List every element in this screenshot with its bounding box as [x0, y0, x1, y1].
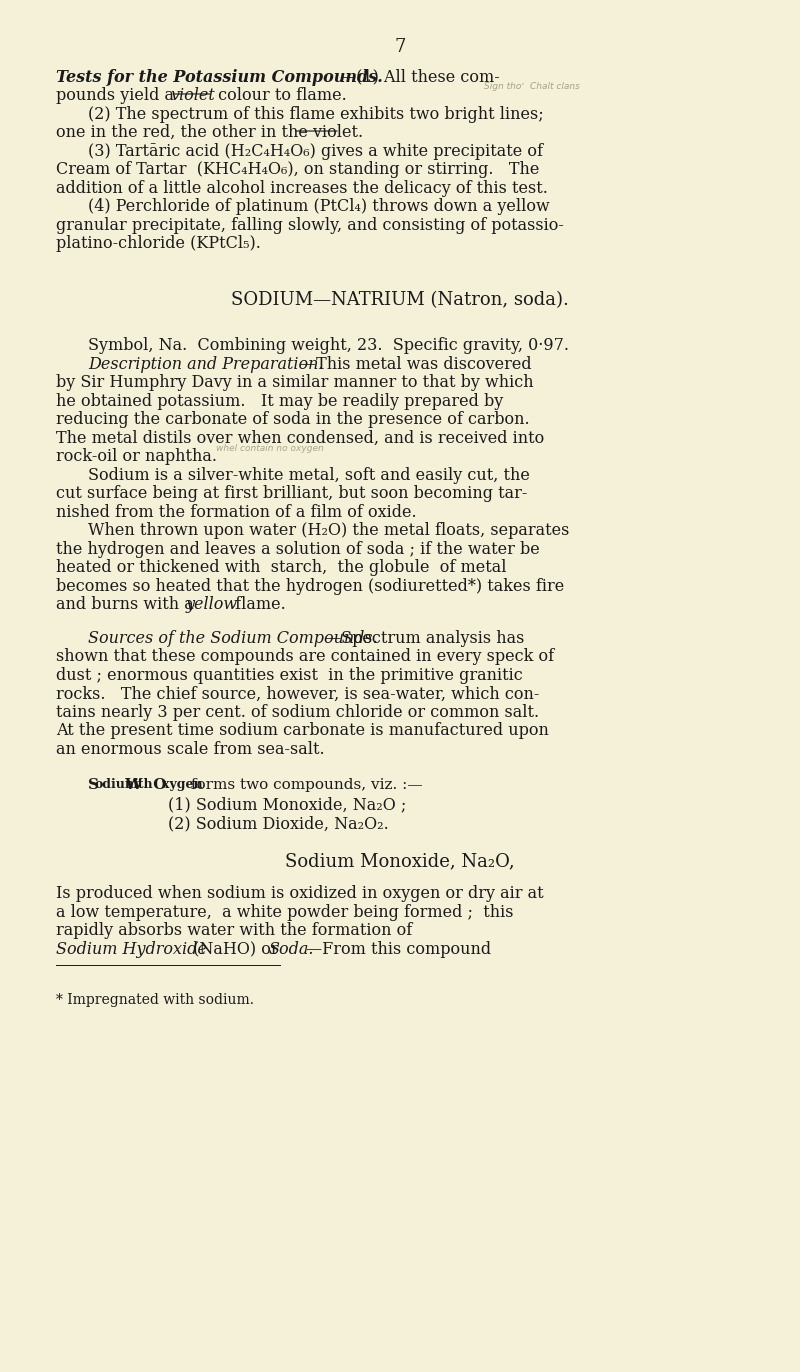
Text: Soda.: Soda. [269, 941, 314, 958]
Text: SODIUM—NATRIUM (Natron, soda).: SODIUM—NATRIUM (Natron, soda). [231, 291, 569, 309]
Text: When thrown upon water (H₂O) the metal floats, separates: When thrown upon water (H₂O) the metal f… [88, 523, 570, 539]
Text: ith: ith [134, 778, 153, 792]
Text: platino-chloride (KPtCl₅).: platino-chloride (KPtCl₅). [56, 235, 261, 252]
Text: he obtained potassium.   It may be readily prepared by: he obtained potassium. It may be readily… [56, 392, 503, 410]
Text: S: S [88, 778, 99, 792]
Text: by Sir Humphry Davy in a similar manner to that by which: by Sir Humphry Davy in a similar manner … [56, 375, 534, 391]
Text: —From this compound: —From this compound [306, 941, 490, 958]
Text: (2) Sodium Dioxide, Na₂O₂.: (2) Sodium Dioxide, Na₂O₂. [168, 815, 389, 831]
Text: (NaHO) or: (NaHO) or [188, 941, 284, 958]
Text: W: W [120, 778, 142, 792]
Text: the hydrogen and leaves a solution of soda ; if the water be: the hydrogen and leaves a solution of so… [56, 541, 540, 558]
Text: dust ; enormous quantities exist  in the primitive granitic: dust ; enormous quantities exist in the … [56, 667, 522, 683]
Text: and burns with a: and burns with a [56, 597, 199, 613]
Text: shown that these compounds are contained in every speck of: shown that these compounds are contained… [56, 649, 554, 665]
Text: reducing the carbonate of soda in the presence of carbon.: reducing the carbonate of soda in the pr… [56, 412, 530, 428]
Text: xygen: xygen [162, 778, 202, 792]
Text: granular precipitate, falling slowly, and consisting of potassio-: granular precipitate, falling slowly, an… [56, 217, 564, 233]
Text: tains nearly 3 per cent. of sodium chloride or common salt.: tains nearly 3 per cent. of sodium chlor… [56, 704, 539, 720]
Text: yellow: yellow [186, 597, 238, 613]
Text: pounds yield a: pounds yield a [56, 88, 179, 104]
Text: nished from the formation of a film of oxide.: nished from the formation of a film of o… [56, 504, 417, 521]
Text: colour to flame.: colour to flame. [213, 88, 346, 104]
Text: 7: 7 [394, 38, 406, 56]
Text: an enormous scale from sea-salt.: an enormous scale from sea-salt. [56, 741, 325, 757]
Text: —This metal was discovered: —This metal was discovered [300, 355, 532, 373]
Text: (1) Sodium Monoxide, Na₂O ;: (1) Sodium Monoxide, Na₂O ; [168, 797, 406, 814]
Text: * Impregnated with sodium.: * Impregnated with sodium. [56, 993, 254, 1007]
Text: rock-oil or naphtha.: rock-oil or naphtha. [56, 449, 217, 465]
Text: flame.: flame. [230, 597, 286, 613]
Text: (4) Perchloride of platinum (PtCl₄) throws down a yellow: (4) Perchloride of platinum (PtCl₄) thro… [88, 198, 550, 215]
Text: becomes so heated that the hydrogen (sodiuretted*) takes fire: becomes so heated that the hydrogen (sod… [56, 578, 564, 595]
Text: Is produced when sodium is oxidized in oxygen or dry air at: Is produced when sodium is oxidized in o… [56, 885, 544, 903]
Text: addition of a little alcohol increases the delicacy of this test.: addition of a little alcohol increases t… [56, 180, 548, 196]
Text: Description and Preparation.: Description and Preparation. [88, 355, 323, 373]
Text: —Spectrum analysis has: —Spectrum analysis has [325, 630, 524, 646]
Text: Sources of the Sodium Compounds.: Sources of the Sodium Compounds. [88, 630, 378, 646]
Text: Sign thoʼ  Chalt clans: Sign thoʼ Chalt clans [484, 82, 580, 91]
Text: (3) Tartāric acid (H₂C₄H₄O₆) gives a white precipitate of: (3) Tartāric acid (H₂C₄H₄O₆) gives a whi… [88, 143, 543, 159]
Text: a low temperature,  a white powder being formed ;  this: a low temperature, a white powder being … [56, 904, 514, 921]
Text: —(1) All these com-: —(1) All these com- [340, 69, 500, 85]
Text: Sodium Monoxide, Na₂O,: Sodium Monoxide, Na₂O, [285, 852, 515, 870]
Text: Tests for the Potassium Compounds.: Tests for the Potassium Compounds. [56, 69, 383, 85]
Text: cut surface being at first brilliant, but soon becoming tar-: cut surface being at first brilliant, bu… [56, 486, 527, 502]
Text: rapidly absorbs water with the formation of: rapidly absorbs water with the formation… [56, 922, 412, 940]
Text: violet: violet [170, 88, 215, 104]
Text: Symbol, Na.  Combining weight, 23.  Specific gravity, 0·97.: Symbol, Na. Combining weight, 23. Specif… [88, 338, 569, 354]
Text: The metal distils over when condensed, and is received into: The metal distils over when condensed, a… [56, 429, 544, 447]
Text: O: O [148, 778, 166, 792]
Text: Sodium Hydroxide: Sodium Hydroxide [56, 941, 207, 958]
Text: Cream of Tartar  (KHC₄H₄O₆), on standing or stirring.   The: Cream of Tartar (KHC₄H₄O₆), on standing … [56, 161, 539, 178]
Text: whel contain no oxygen: whel contain no oxygen [216, 445, 324, 453]
Text: one in the red, the other in the violet.: one in the red, the other in the violet. [56, 125, 363, 141]
Text: At the present time sodium carbonate is manufactured upon: At the present time sodium carbonate is … [56, 723, 549, 740]
Text: heated or thickened with  starch,  the globule  of metal: heated or thickened with starch, the glo… [56, 560, 506, 576]
Text: Sodium is a silver-white metal, soft and easily cut, the: Sodium is a silver-white metal, soft and… [88, 466, 530, 484]
Text: odium: odium [95, 778, 139, 792]
Text: forms two compounds, viz. :—: forms two compounds, viz. :— [186, 778, 423, 792]
Text: (2) The spectrum of this flame exhibits two bright lines;: (2) The spectrum of this flame exhibits … [88, 106, 544, 122]
Text: rocks.   The chief source, however, is sea-water, which con-: rocks. The chief source, however, is sea… [56, 686, 539, 702]
